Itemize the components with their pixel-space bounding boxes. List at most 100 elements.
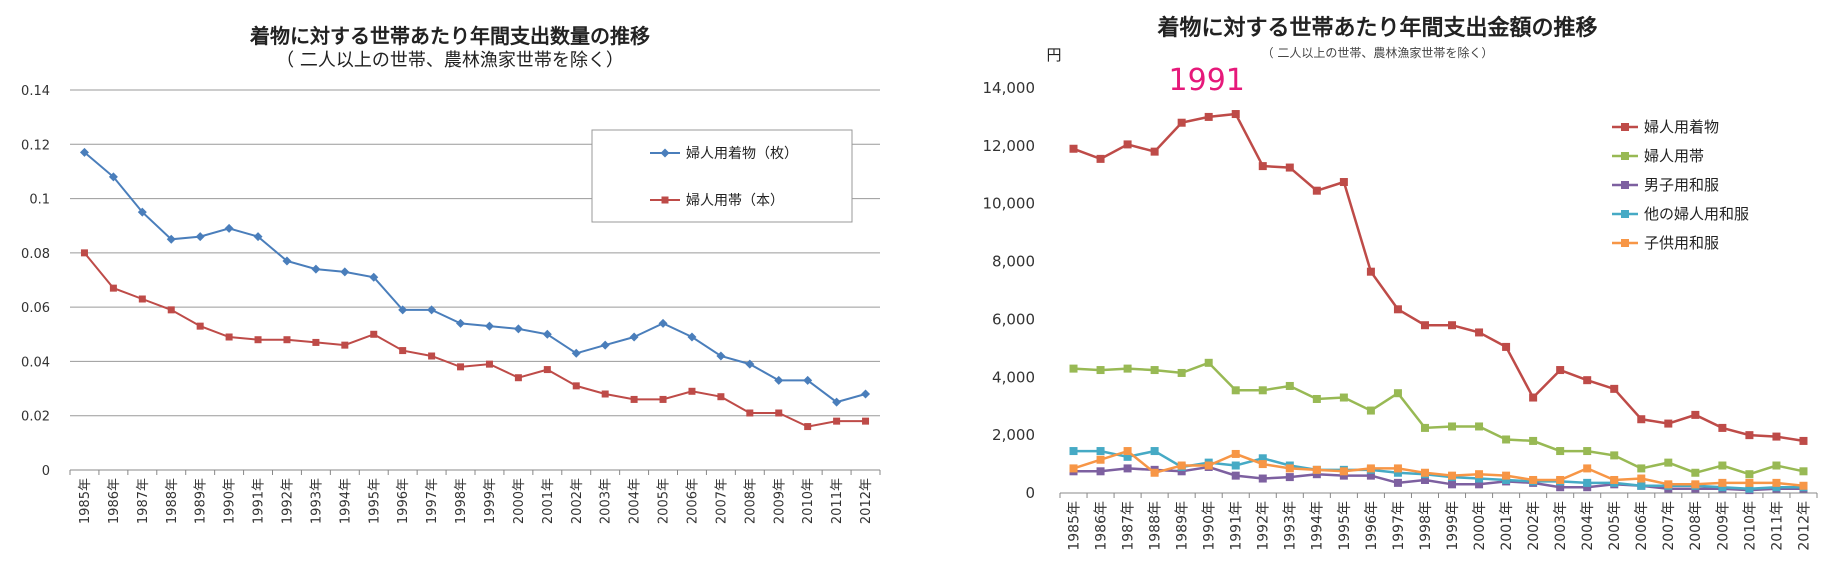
data-point — [1231, 461, 1240, 470]
year-annotation: 1991 — [1169, 63, 1245, 98]
data-point — [861, 389, 871, 399]
data-point — [1772, 432, 1781, 441]
series-line-3 — [1073, 465, 1804, 492]
y-tick-label: 6,000 — [992, 310, 1035, 328]
data-point — [484, 321, 494, 331]
data-point — [1150, 366, 1159, 375]
data-point — [1772, 483, 1781, 492]
data-point — [167, 306, 175, 314]
data-point — [774, 375, 784, 385]
data-point — [1339, 467, 1348, 476]
data-point — [1529, 436, 1538, 445]
data-point — [1583, 464, 1592, 473]
x-tick-label: 2004年 — [628, 478, 643, 524]
x-tick-label: 2005年 — [1607, 501, 1623, 551]
data-point — [1691, 410, 1700, 419]
y-tick-label: 14,000 — [983, 79, 1036, 97]
legend-label: 子供用和服 — [1644, 234, 1719, 252]
data-point — [1069, 364, 1078, 373]
data-point — [1096, 154, 1105, 163]
data-point — [1718, 423, 1727, 432]
x-tick-label: 2007年 — [714, 478, 729, 524]
data-point — [485, 360, 493, 368]
data-point — [1312, 394, 1321, 403]
data-point — [1556, 366, 1565, 375]
x-tick-label: 1985年 — [78, 478, 93, 524]
x-tick-label: 2005年 — [657, 478, 672, 524]
x-tick-label: 2009年 — [1715, 501, 1731, 551]
data-point — [1339, 393, 1348, 402]
data-point — [1556, 447, 1565, 456]
data-point — [1799, 436, 1808, 445]
x-tick-label: 1986年 — [107, 478, 122, 524]
data-point — [1448, 321, 1457, 330]
data-point — [253, 232, 263, 242]
x-tick-label: 1986年 — [1093, 501, 1109, 551]
data-point — [1502, 475, 1511, 484]
data-point — [745, 359, 755, 369]
data-point — [1069, 464, 1078, 473]
x-tick-label: 1987年 — [1120, 501, 1136, 551]
data-point — [1177, 467, 1186, 476]
y-axis-unit-label: 円 — [1046, 46, 1061, 64]
data-point — [658, 318, 668, 328]
data-point — [1583, 483, 1592, 492]
x-tick-label: 1985年 — [1066, 501, 1082, 551]
x-tick-label: 1998年 — [454, 478, 469, 524]
series-line-5 — [1073, 449, 1804, 488]
data-point — [1502, 471, 1511, 480]
data-point — [1285, 381, 1294, 390]
data-point — [1204, 461, 1213, 470]
data-point — [1231, 386, 1240, 395]
x-tick-label: 1994年 — [1310, 501, 1326, 551]
x-tick-label: 1995年 — [367, 478, 382, 524]
amount-chart-panel: 着物に対する世帯あたり年間支出金額の推移 （ 二人以上の世帯、農林漁家世帯を除く… — [930, 0, 1825, 567]
data-point — [1123, 364, 1132, 373]
legend-marker — [1621, 123, 1629, 131]
data-point — [717, 393, 725, 401]
data-point — [1069, 447, 1078, 456]
data-point — [862, 417, 870, 425]
data-point — [1718, 478, 1727, 487]
x-tick-label: 2008年 — [743, 478, 758, 524]
legend-label: 婦人用着物 — [1644, 118, 1719, 136]
legend-marker — [1621, 152, 1629, 160]
series-line-2 — [1073, 361, 1804, 476]
x-tick-label: 2012年 — [859, 478, 874, 524]
data-point — [688, 387, 696, 395]
data-point — [1583, 447, 1592, 456]
data-point — [1583, 478, 1592, 487]
data-point — [1393, 468, 1402, 477]
data-point — [282, 256, 292, 266]
x-tick-label: 2009年 — [772, 478, 787, 524]
data-point — [1420, 423, 1429, 432]
chart-subtitle: （ 二人以上の世帯、農林漁家世帯を除く） — [276, 50, 624, 71]
x-tick-label: 1987年 — [136, 478, 151, 524]
y-tick-label: 12,000 — [983, 137, 1036, 155]
x-tick-label: 2002年 — [570, 478, 585, 524]
legend-marker — [661, 196, 669, 204]
data-point — [1475, 474, 1484, 483]
data-point — [1420, 321, 1429, 330]
data-point — [572, 382, 580, 390]
x-tick-label: 2003年 — [599, 478, 614, 524]
data-point — [1177, 368, 1186, 377]
data-point — [513, 324, 523, 334]
legend-marker — [1621, 239, 1629, 247]
x-tick-label: 2004年 — [1580, 501, 1596, 551]
data-point — [1475, 422, 1484, 431]
data-point — [1123, 452, 1132, 461]
data-point — [1556, 475, 1565, 484]
x-tick-label: 2006年 — [686, 478, 701, 524]
data-point — [1664, 480, 1673, 489]
data-point — [659, 395, 667, 403]
data-point — [629, 332, 639, 342]
series-line-2 — [83, 252, 866, 428]
data-point — [109, 284, 117, 292]
data-point — [1502, 435, 1511, 444]
data-point — [1529, 393, 1538, 402]
data-point — [1366, 471, 1375, 480]
data-point — [1448, 480, 1457, 489]
data-point — [1150, 447, 1159, 456]
legend-label: 婦人用帯（本） — [686, 192, 784, 209]
